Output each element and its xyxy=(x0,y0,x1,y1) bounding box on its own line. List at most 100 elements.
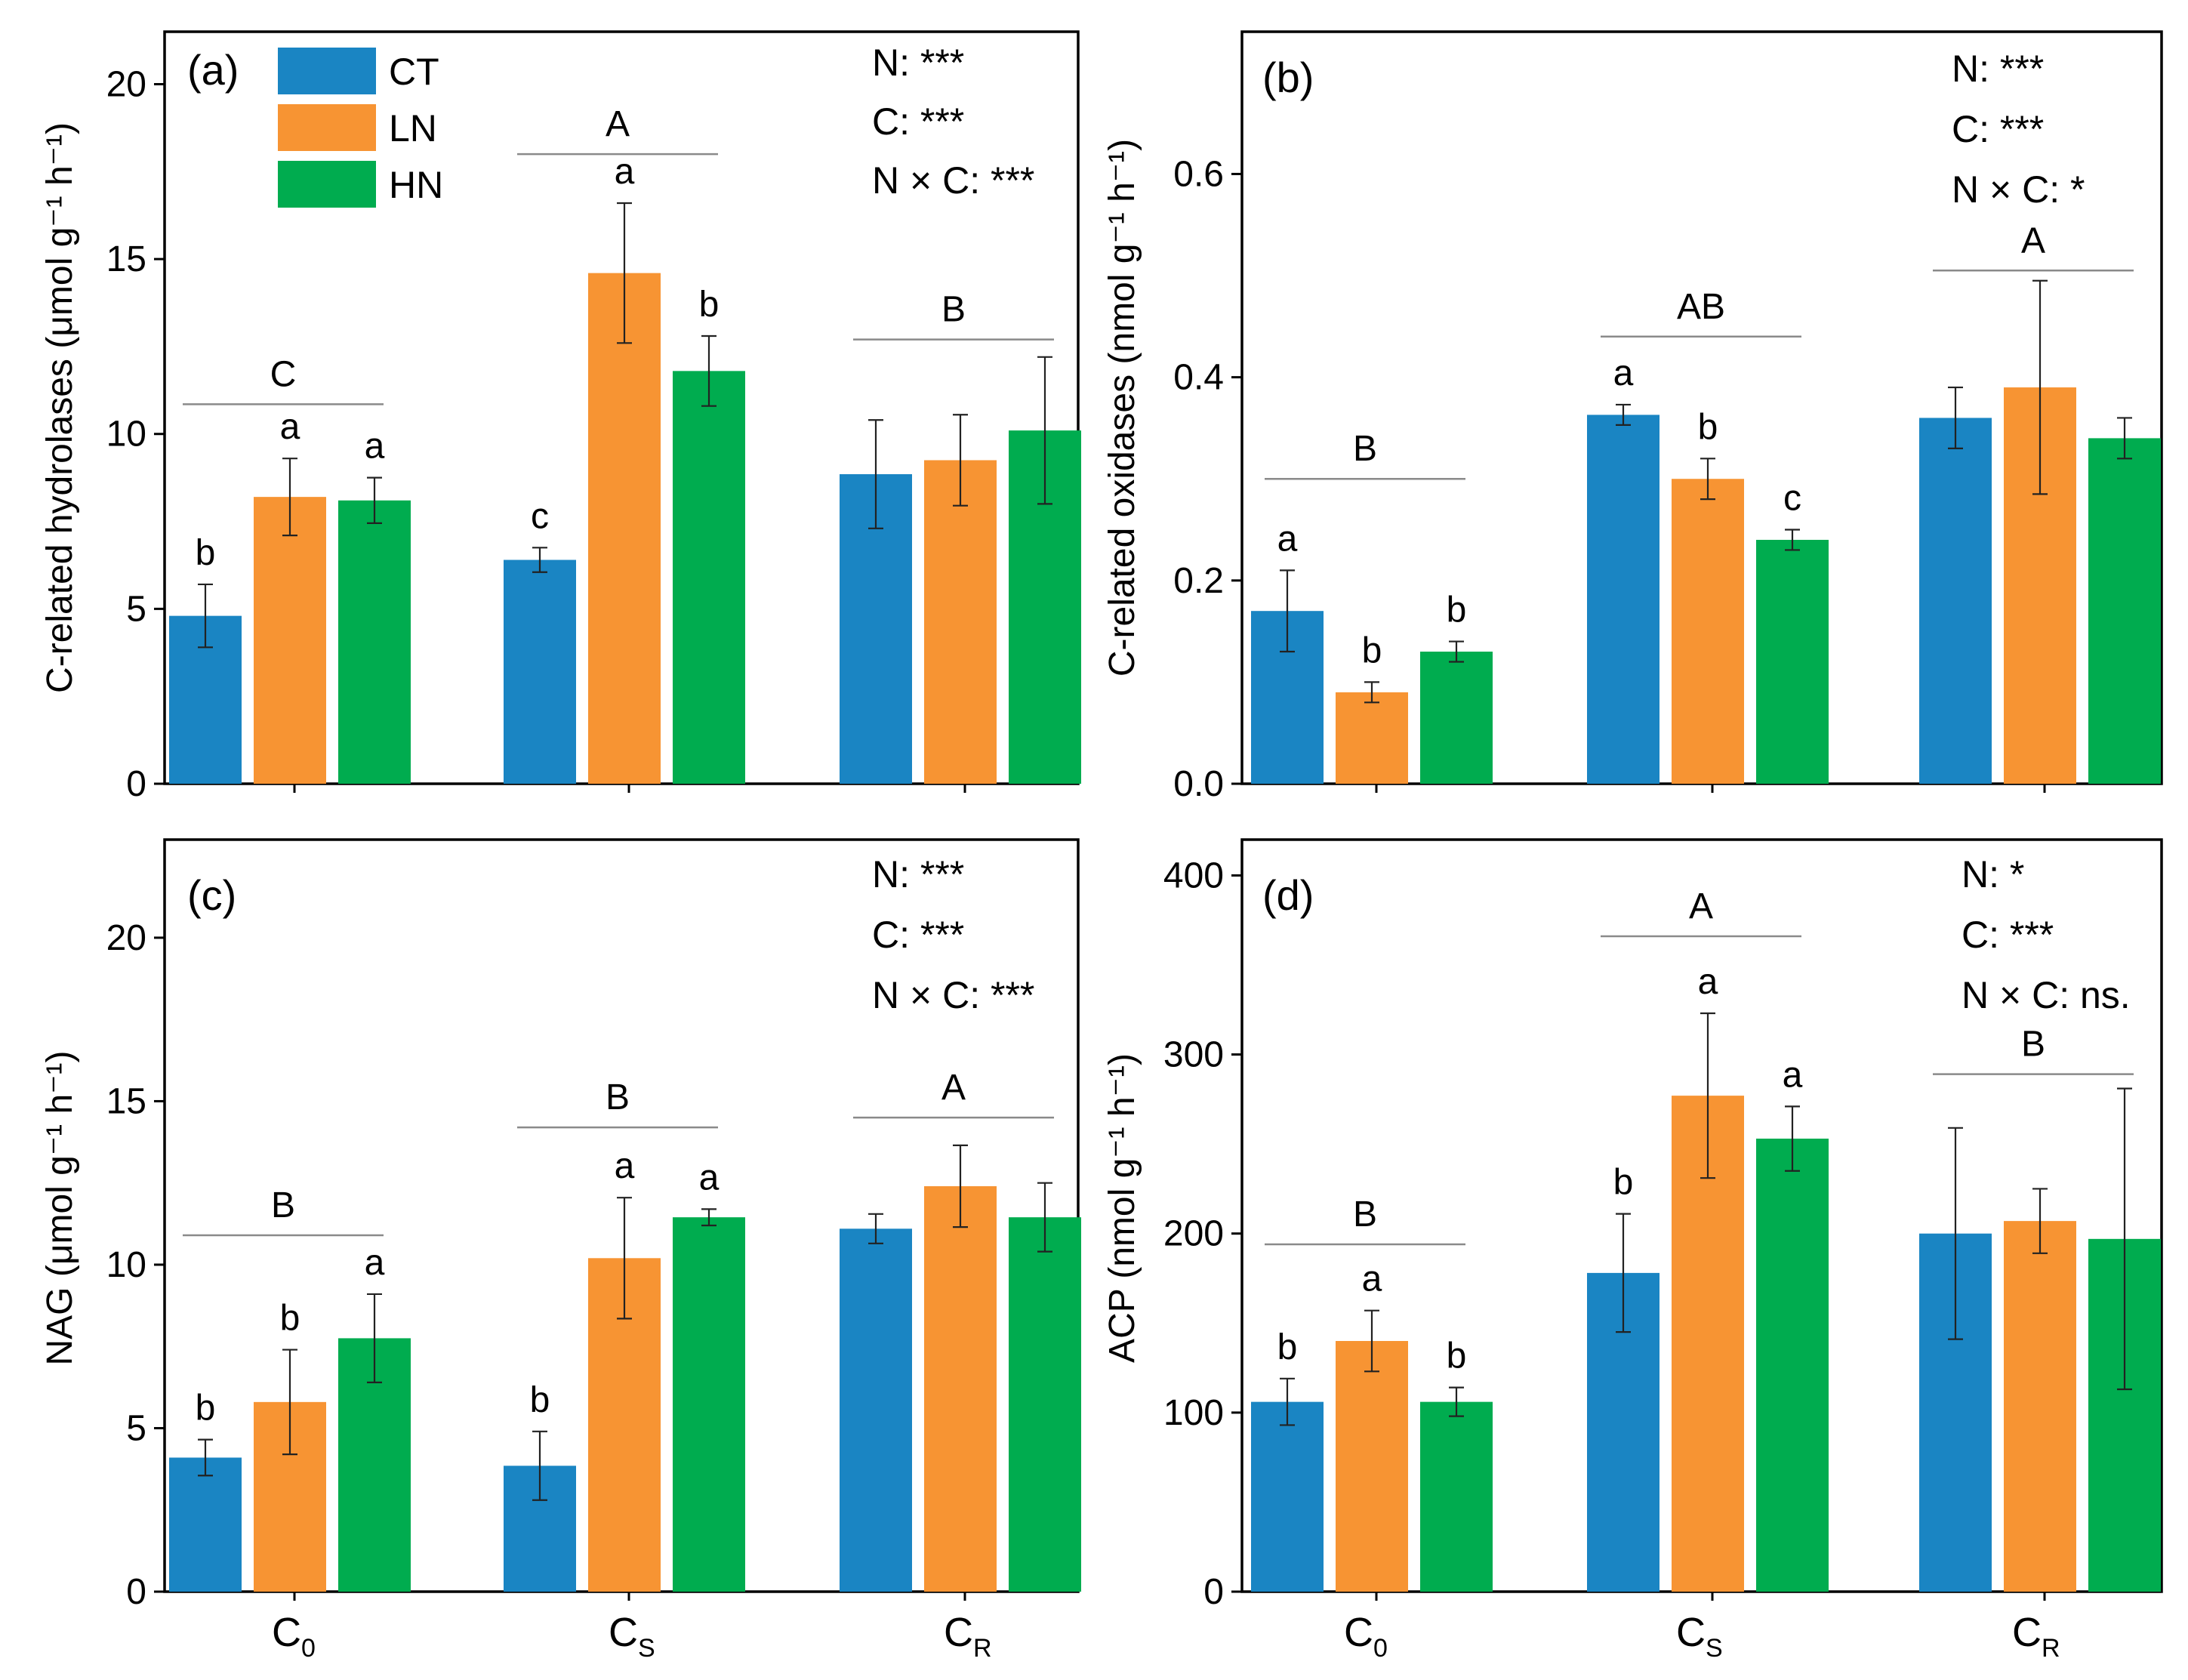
stat-n: N: * xyxy=(1961,853,2024,895)
bar-hn xyxy=(673,1217,745,1592)
bar-ln xyxy=(2004,1221,2076,1592)
bar-ct xyxy=(1587,415,1659,784)
legend-swatch-ln xyxy=(278,104,376,151)
bar-ln xyxy=(1672,479,1744,784)
panel-a: b c a a a b C A B 0 5 10 15 20 (a) C-related hydrola… xyxy=(40,30,1081,804)
group-letter: B xyxy=(271,1185,295,1225)
bar-ln xyxy=(924,460,997,784)
significance-letter: c xyxy=(531,496,549,536)
legend: CT LN HN xyxy=(278,48,443,208)
y-axis-title: ACP (nmol g⁻¹ h⁻¹) xyxy=(1102,1053,1142,1363)
significance-letter: a xyxy=(1613,353,1634,393)
group-letter: A xyxy=(1689,886,1713,926)
y-axis-title: C-related hydrolases (μmol g⁻¹ h⁻¹) xyxy=(40,122,80,693)
y-tick-label: 10 xyxy=(106,415,146,455)
group-letter: C xyxy=(270,354,297,394)
y-axis: 0 5 10 15 20 xyxy=(106,64,966,804)
panel-label: (b) xyxy=(1262,54,1314,101)
bar-ct xyxy=(169,1457,242,1592)
panel-label: (d) xyxy=(1262,871,1314,919)
significance-letter: b xyxy=(1447,1336,1467,1376)
x-category-label: CS xyxy=(609,1610,655,1663)
y-tick-label: 0 xyxy=(126,1572,146,1612)
stat-nxc: N × C: *** xyxy=(872,974,1034,1016)
group-letter: AB xyxy=(1677,287,1725,327)
y-tick-label: 10 xyxy=(106,1245,146,1285)
y-tick-label: 400 xyxy=(1163,855,1224,895)
stat-nxc: N × C: ns. xyxy=(1961,974,2131,1016)
y-tick-label: 15 xyxy=(106,239,146,279)
stat-c: C: *** xyxy=(872,914,964,956)
legend-swatch-hn xyxy=(278,161,376,208)
x-category-label: CR xyxy=(2012,1610,2060,1663)
y-tick-label: 20 xyxy=(106,64,146,104)
bar-hn xyxy=(1756,1139,1829,1592)
bar-ct xyxy=(840,1228,912,1592)
bar-hn xyxy=(1009,1217,1081,1592)
y-axis: 0 100 200 300 400 xyxy=(1163,855,2046,1612)
bar-ln xyxy=(1336,1341,1408,1592)
significance-letter: b xyxy=(280,1299,300,1339)
significance-letter: a xyxy=(1277,519,1298,559)
x-axis-labels-right: C0 CS CR xyxy=(1344,1610,2060,1663)
bar-hn xyxy=(338,500,411,784)
bars-group: a a b b b c B AB A xyxy=(1251,220,2161,784)
significance-letter: b xyxy=(1698,407,1718,447)
y-axis-title: NAG (μmol g⁻¹ h⁻¹) xyxy=(40,1050,80,1365)
y-axis-title: C-related oxidases (nmol g⁻¹ h⁻¹) xyxy=(1102,139,1142,677)
bar-hn xyxy=(1420,1401,1493,1592)
y-tick-label: 0.6 xyxy=(1173,154,1224,194)
y-tick-label: 15 xyxy=(106,1081,146,1121)
significance-letter: b xyxy=(1613,1163,1634,1203)
x-category-label: C0 xyxy=(1344,1610,1388,1663)
bar-ln xyxy=(254,497,326,784)
legend-label-ct: CT xyxy=(389,51,439,93)
y-tick-label: 200 xyxy=(1163,1214,1224,1254)
y-tick-label: 0.4 xyxy=(1173,358,1224,398)
stat-n: N: *** xyxy=(872,42,964,84)
bar-hn xyxy=(673,371,745,784)
y-axis: 0 5 10 15 20 xyxy=(106,918,966,1612)
y-tick-label: 300 xyxy=(1163,1035,1224,1075)
significance-letter: b xyxy=(196,533,216,573)
stat-nxc: N × C: *** xyxy=(872,159,1034,202)
significance-letter: b xyxy=(699,285,720,325)
significance-letter: a xyxy=(699,1158,720,1198)
group-letter: A xyxy=(941,1068,966,1108)
significance-letter: a xyxy=(1783,1055,1803,1095)
significance-letter: a xyxy=(365,1243,385,1283)
significance-letter: a xyxy=(615,152,635,192)
group-letter: B xyxy=(1353,1194,1377,1235)
stat-c: C: *** xyxy=(1952,108,2044,150)
bar-ct xyxy=(504,559,576,784)
stat-c: C: *** xyxy=(1961,914,2054,956)
group-letter: A xyxy=(606,104,630,144)
panel-b: a a b b b c B AB A 0.0 0.2 0.4 0.6 (b) C-related ox… xyxy=(1102,30,2163,804)
y-axis: 0.0 0.2 0.4 0.6 xyxy=(1173,154,2046,804)
stat-c: C: *** xyxy=(872,100,964,143)
legend-swatch-ct xyxy=(278,48,376,94)
group-letter: B xyxy=(941,290,966,330)
bar-ln xyxy=(924,1186,997,1592)
x-category-label: CS xyxy=(1676,1610,1723,1663)
x-category-label: CR xyxy=(944,1610,992,1663)
bar-hn xyxy=(1420,652,1493,784)
y-tick-label: 5 xyxy=(126,1408,146,1448)
panel-label: (c) xyxy=(187,871,236,919)
group-letter: A xyxy=(2021,220,2045,260)
significance-letter: a xyxy=(1698,962,1718,1002)
bar-ln xyxy=(1336,692,1408,784)
x-axis-labels-left: C0 CS CR xyxy=(272,1610,992,1663)
group-letter: B xyxy=(2021,1025,2045,1065)
bar-hn xyxy=(1756,539,1829,784)
legend-label-ln: LN xyxy=(389,107,437,150)
significance-letter: b xyxy=(1447,590,1467,630)
bars-group: b c a a a b C A B xyxy=(169,104,1081,785)
significance-letter: a xyxy=(280,407,300,447)
bar-ct xyxy=(1919,418,1992,784)
group-letter: B xyxy=(1353,429,1377,469)
